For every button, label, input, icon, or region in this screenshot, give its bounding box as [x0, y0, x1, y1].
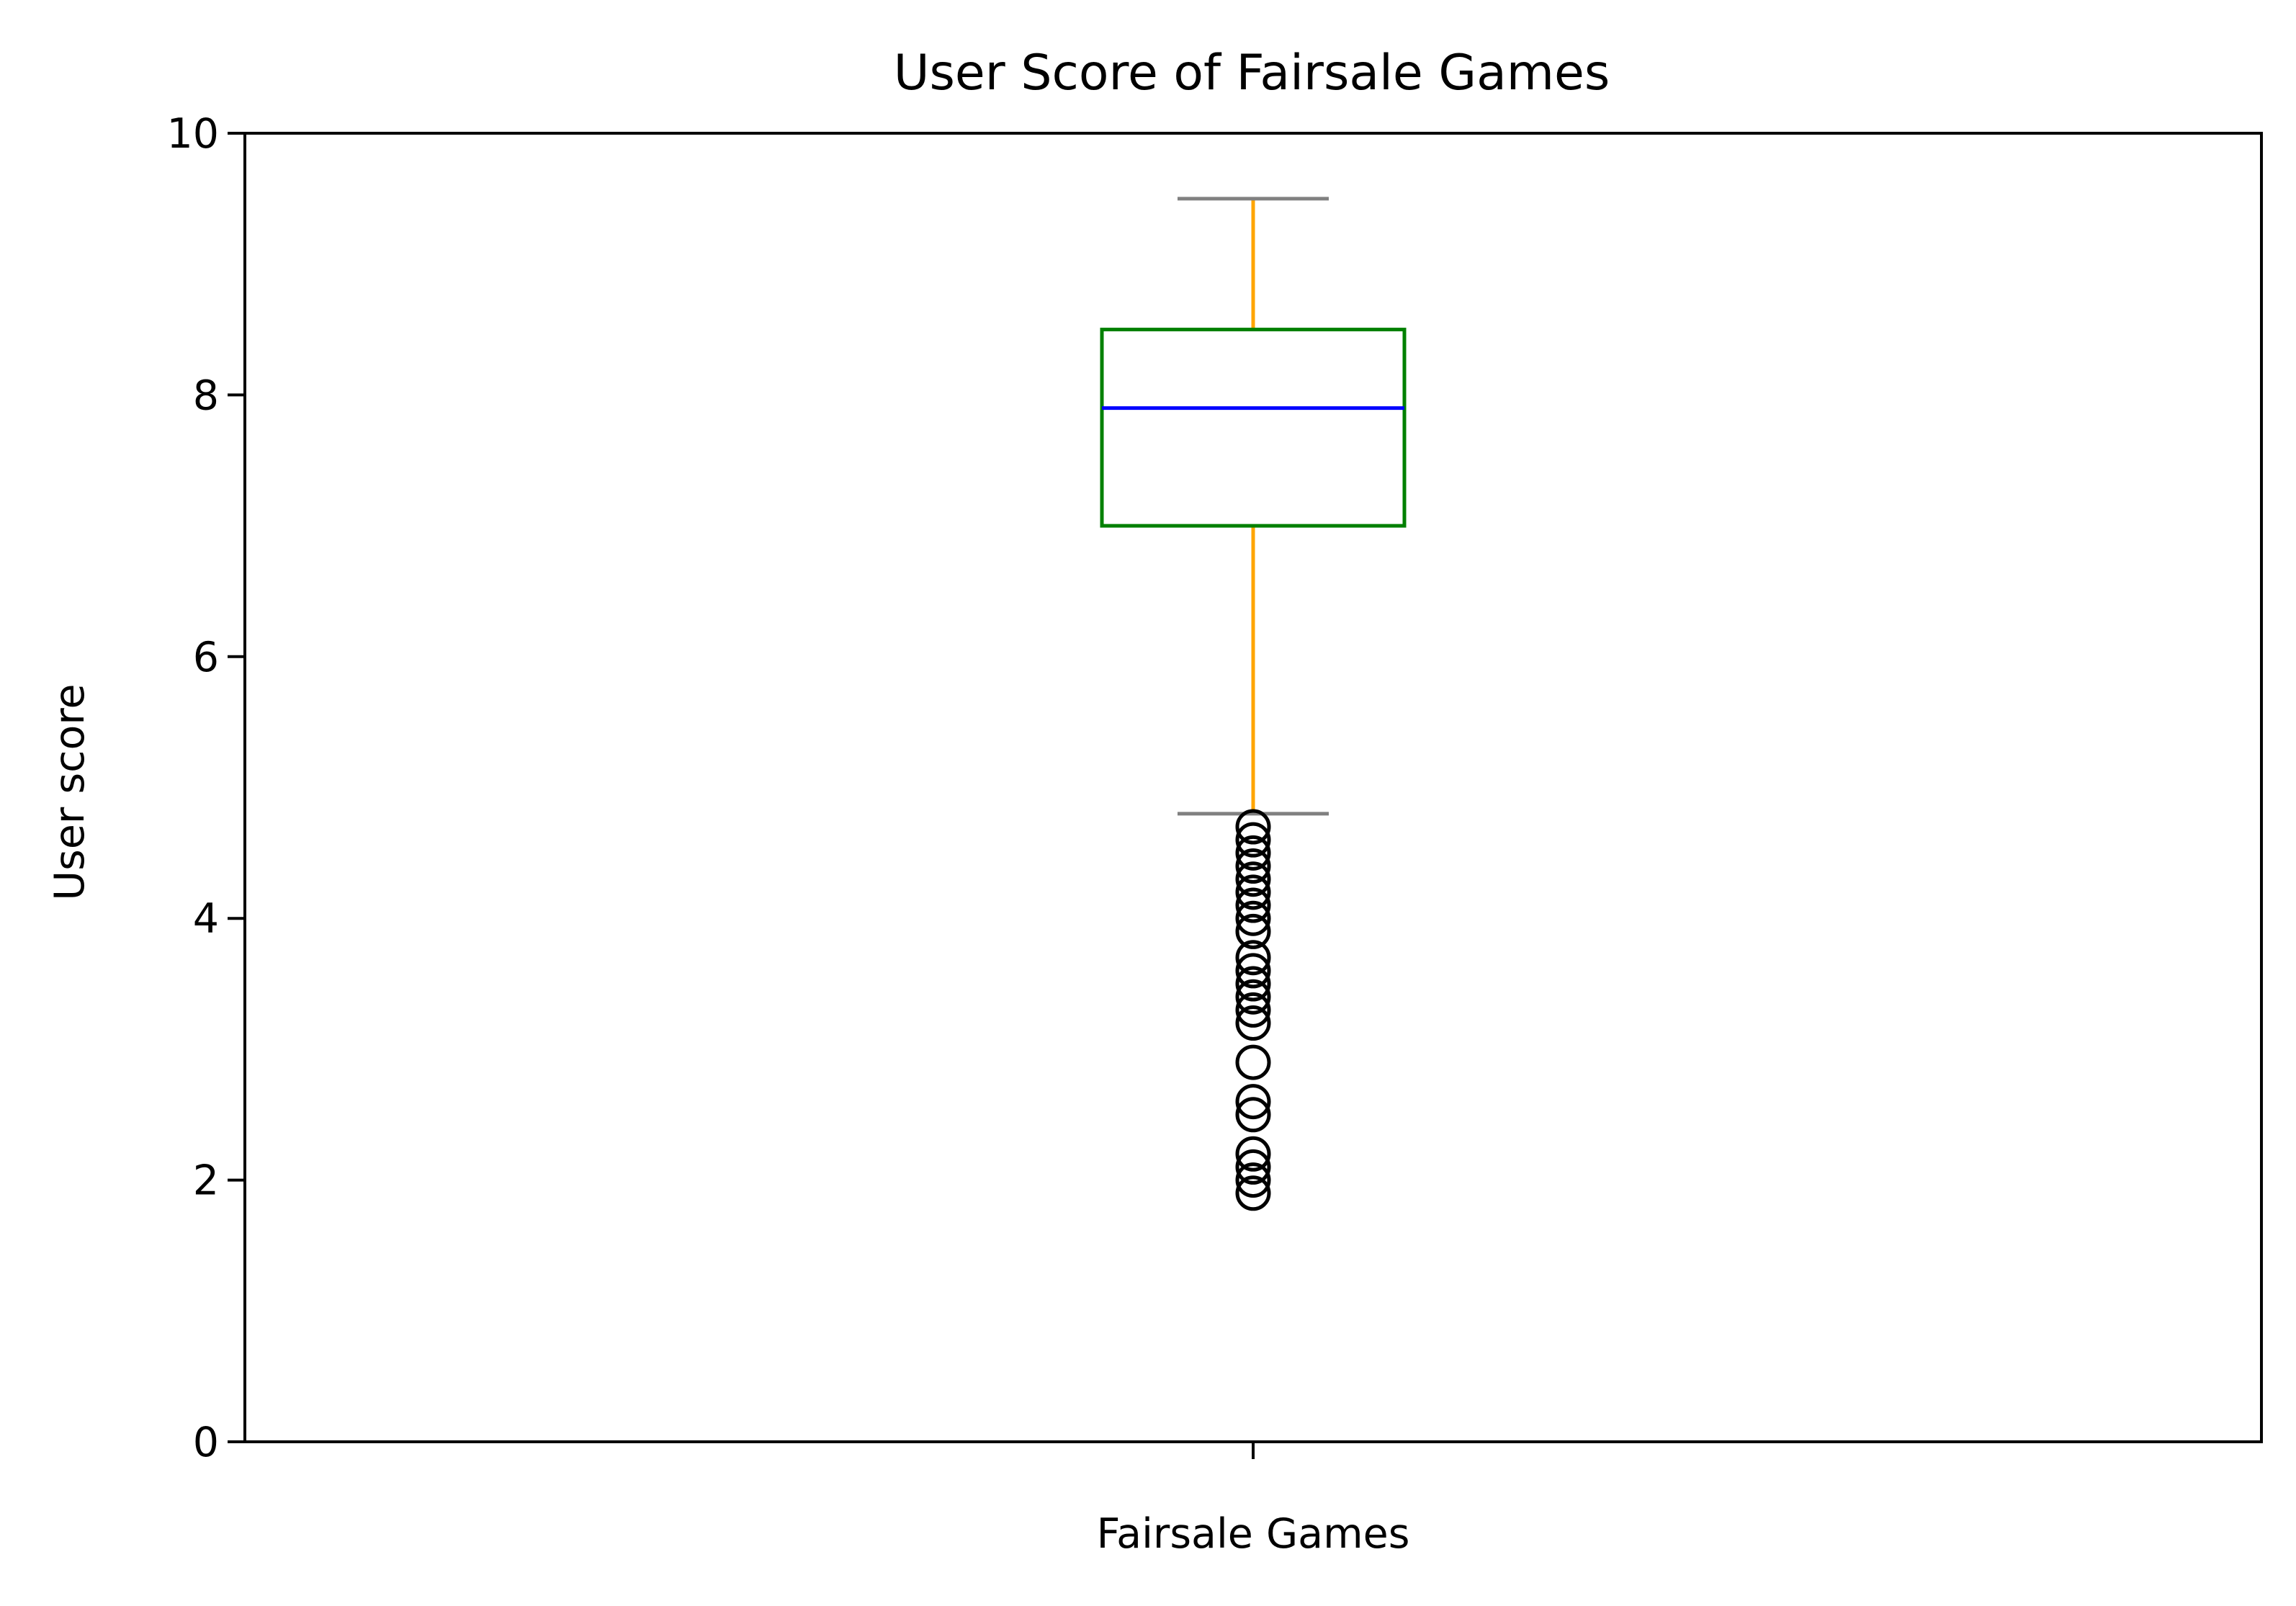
outlier-point	[1235, 953, 1271, 989]
outlier-point	[1235, 822, 1271, 858]
outlier-point	[1235, 1175, 1271, 1211]
outlier-point	[1235, 940, 1271, 976]
y-tick-label: 10	[166, 110, 219, 158]
outlier-point	[1235, 1136, 1271, 1172]
outlier-point	[1235, 809, 1271, 845]
outlier-point	[1235, 913, 1271, 949]
y-axis-label: User score	[46, 683, 94, 900]
y-tick-label: 0	[193, 1419, 219, 1466]
y-tick-label: 8	[193, 372, 219, 419]
y-tick-label: 2	[193, 1157, 219, 1205]
outlier-point	[1235, 992, 1271, 1028]
chart-title: User Score of Fairsale Games	[894, 45, 1610, 102]
outlier-point	[1235, 861, 1271, 897]
box-iqr	[1100, 328, 1407, 528]
x-tick-label: Fairsale Games	[1097, 1510, 1410, 1558]
outlier-point	[1235, 979, 1271, 1015]
y-tick-label: 6	[193, 634, 219, 681]
plot-area: 0 2 4 6 8 10 Fairsale Games	[166, 110, 2263, 1558]
outlier-point	[1235, 874, 1271, 910]
outlier-point	[1235, 1097, 1271, 1133]
outlier-point	[1235, 1162, 1271, 1198]
outlier-point	[1235, 835, 1271, 871]
outlier-point	[1235, 1149, 1271, 1185]
outlier-point	[1235, 900, 1271, 936]
outlier-point	[1235, 1005, 1271, 1041]
outlier-point	[1235, 1084, 1271, 1120]
y-tick-label: 4	[193, 895, 219, 943]
outlier-point	[1235, 848, 1271, 884]
outlier-point	[1235, 1044, 1271, 1080]
outlier-point	[1235, 966, 1271, 1002]
outlier-point	[1235, 887, 1271, 923]
